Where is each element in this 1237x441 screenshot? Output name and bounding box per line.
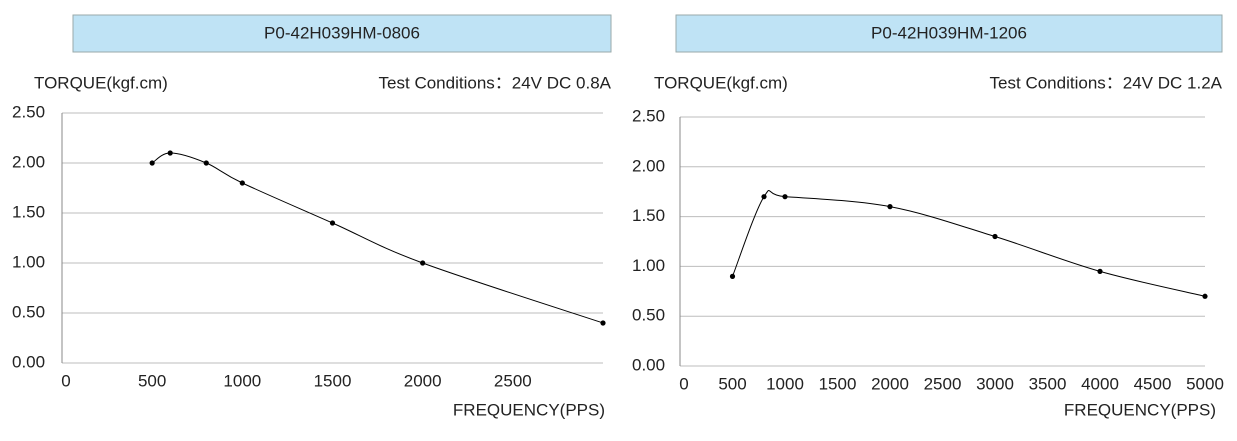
torque-curve (732, 189, 1206, 297)
x-tick-label: 2500 (924, 374, 962, 393)
data-point (887, 204, 893, 210)
data-point (420, 260, 426, 266)
y-tick-label: 1.00 (632, 256, 665, 275)
y-tick-label: 0.50 (632, 306, 665, 325)
data-point (729, 273, 736, 279)
data-point (1097, 268, 1103, 274)
x-tick-label: 1000 (223, 371, 261, 390)
y-axis-label: TORQUE(kgf.cm) (654, 73, 788, 92)
x-tick-label: 4000 (1081, 374, 1119, 393)
annotation: Test Conditions：24V DC 0.8A (379, 73, 612, 92)
title-banner (72, 14, 612, 53)
y-tick-label: 2.50 (632, 106, 665, 125)
x-tick-label: 500 (718, 374, 746, 393)
data-point (1202, 293, 1208, 299)
x-tick-label: 0 (679, 374, 688, 393)
x-tick-label: 2500 (494, 371, 532, 390)
data-point (600, 320, 606, 326)
data-point (167, 150, 173, 156)
y-tick-label: 0.00 (12, 352, 45, 371)
annotation: Test Conditions：24V DC 1.2A (990, 73, 1223, 92)
x-tick-label: 500 (138, 371, 166, 390)
x-tick-label: 1500 (819, 374, 857, 393)
data-point (149, 160, 155, 166)
torque-curve (151, 152, 604, 324)
x-tick-label: 2000 (404, 371, 442, 390)
x-axis-label: FREQUENCY(PPS) (453, 400, 605, 419)
y-tick-label: 0.00 (632, 355, 665, 374)
y-tick-label: 1.50 (12, 202, 45, 221)
y-axis-label: TORQUE(kgf.cm) (34, 73, 168, 92)
data-point (761, 194, 767, 200)
data-point (992, 233, 998, 240)
x-tick-label: 3500 (1029, 374, 1067, 393)
chart-title: P0-42H039HM-1206 (871, 23, 1027, 42)
x-tick-label: 2000 (871, 374, 909, 393)
y-tick-label: 1.00 (12, 252, 45, 271)
chart-title: P0-42H039HM-0806 (264, 23, 420, 42)
y-tick-label: 2.00 (632, 156, 665, 175)
y-tick-label: 2.50 (12, 102, 45, 121)
x-tick-label: 4500 (1134, 374, 1172, 393)
x-tick-label: 5000 (1186, 374, 1224, 393)
data-point (203, 160, 209, 166)
x-tick-label: 1500 (314, 371, 352, 390)
x-axis-label: FREQUENCY(PPS) (1064, 400, 1216, 419)
x-tick-label: 0 (61, 371, 70, 390)
data-point (782, 194, 788, 200)
x-tick-label: 1000 (766, 374, 804, 393)
x-tick-label: 3000 (976, 374, 1014, 393)
y-tick-label: 1.50 (632, 206, 665, 225)
y-tick-label: 0.50 (12, 302, 45, 321)
data-point (239, 180, 245, 186)
title-banner (675, 14, 1223, 53)
data-point (329, 220, 336, 226)
y-tick-label: 2.00 (12, 152, 45, 171)
